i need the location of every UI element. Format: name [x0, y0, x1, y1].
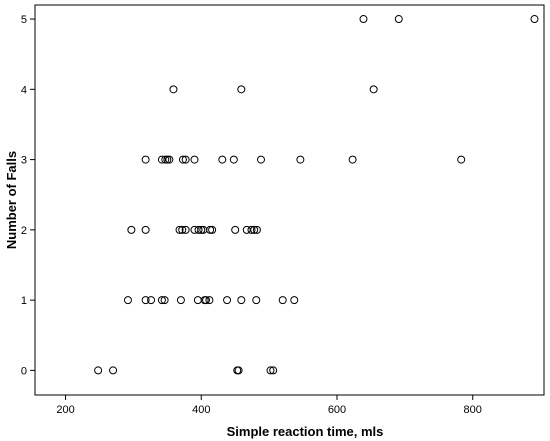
x-tick-label: 800: [464, 404, 482, 416]
y-axis: 0 1 2 3 4 5: [21, 14, 35, 377]
data-point: [296, 155, 305, 164]
data-point: [359, 15, 368, 24]
data-point: [194, 225, 203, 234]
data-point: [190, 225, 199, 234]
data-point: [190, 155, 199, 164]
y-tick-label: 0: [21, 365, 27, 377]
plot-area-frame: [34, 4, 545, 396]
data-point: [229, 155, 238, 164]
data-point: [237, 85, 246, 94]
data-point: [178, 225, 187, 234]
data-point: [369, 85, 378, 94]
data-point: [141, 296, 150, 305]
data-point: [206, 225, 215, 234]
data-point: [252, 225, 261, 234]
data-point: [157, 296, 166, 305]
data-point: [290, 296, 299, 305]
data-points: [94, 15, 539, 375]
x-tick-label: 600: [328, 404, 346, 416]
data-point: [193, 296, 202, 305]
x-tick-label: 200: [56, 404, 74, 416]
data-point: [141, 225, 150, 234]
data-point: [250, 225, 259, 234]
data-point: [205, 296, 214, 305]
data-point: [394, 15, 403, 24]
x-axis-title: Simple reaction time, mls: [227, 424, 384, 439]
data-point: [202, 296, 211, 305]
data-point: [231, 225, 240, 234]
data-point: [234, 366, 243, 375]
data-point: [94, 366, 103, 375]
data-point: [123, 296, 132, 305]
data-point: [147, 296, 156, 305]
data-point: [348, 155, 357, 164]
data-point: [141, 155, 150, 164]
data-point: [218, 155, 227, 164]
y-tick-label: 3: [21, 155, 27, 167]
data-point: [161, 155, 170, 164]
data-point: [169, 85, 178, 94]
data-point: [247, 225, 256, 234]
data-point: [457, 155, 466, 164]
y-tick-label: 4: [21, 84, 27, 96]
data-point: [175, 225, 184, 234]
data-point: [530, 15, 539, 24]
data-point: [178, 155, 187, 164]
data-point: [181, 225, 190, 234]
data-point: [252, 296, 261, 305]
data-point: [237, 296, 246, 305]
data-point: [160, 296, 169, 305]
data-point: [127, 225, 136, 234]
x-axis: 200 400 600 800: [56, 395, 482, 416]
data-point: [165, 155, 174, 164]
data-point: [266, 366, 275, 375]
data-point: [278, 296, 287, 305]
data-point: [269, 366, 278, 375]
data-point: [208, 225, 217, 234]
y-axis-title: Number of Falls: [4, 151, 19, 249]
data-point: [176, 296, 185, 305]
y-tick-label: 2: [21, 225, 27, 237]
data-point: [256, 155, 265, 164]
y-tick-label: 5: [21, 14, 27, 26]
data-point: [109, 366, 118, 375]
data-point: [181, 155, 190, 164]
data-point: [197, 225, 206, 234]
y-tick-label: 1: [21, 295, 27, 307]
data-point: [223, 296, 232, 305]
data-point: [163, 155, 172, 164]
x-tick-label: 400: [192, 404, 210, 416]
